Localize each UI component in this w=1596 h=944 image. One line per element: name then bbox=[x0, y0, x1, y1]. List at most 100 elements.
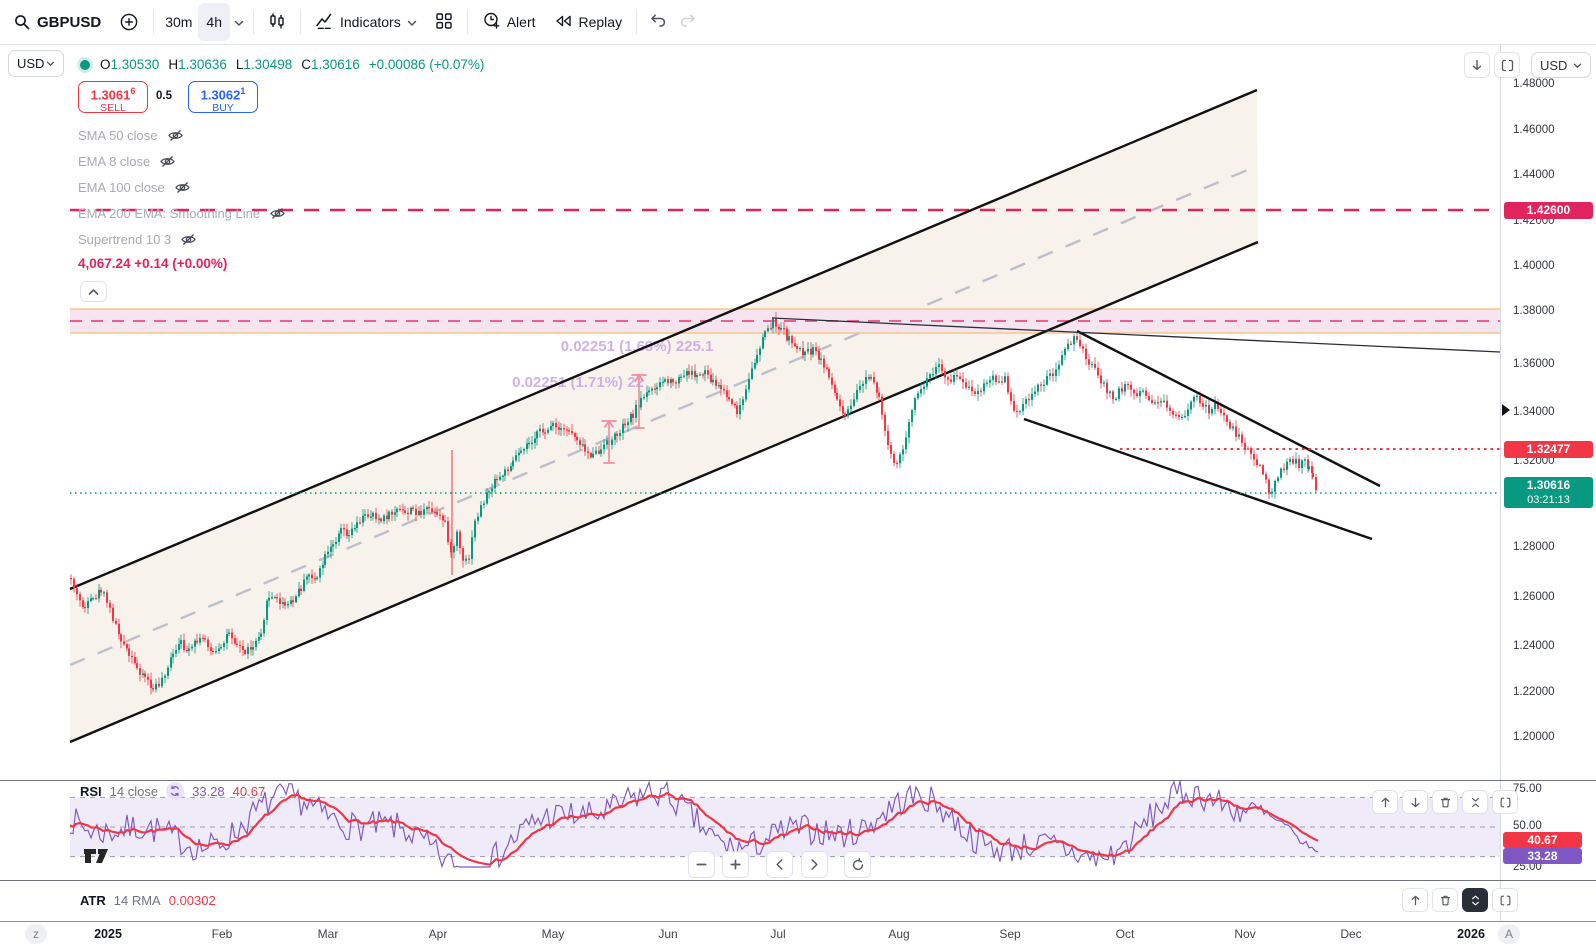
atr-expand-button[interactable] bbox=[1462, 888, 1488, 912]
chevron-right-icon bbox=[811, 859, 818, 870]
time-axis[interactable]: 2025 Feb Mar Apr May Jun Jul Aug Sep Oct Nov Dec 202… bbox=[0, 921, 1596, 944]
scroll-to-recent-button[interactable] bbox=[1464, 52, 1490, 78]
axis-currency-dropdown[interactable]: USD bbox=[1531, 52, 1591, 78]
interval-4h-button[interactable]: 4h bbox=[198, 3, 230, 41]
arrow-up-icon bbox=[1411, 895, 1419, 905]
legend-collapse-button[interactable] bbox=[80, 281, 107, 302]
time-tick: 2025 bbox=[94, 927, 122, 941]
reset-view-button[interactable] bbox=[844, 851, 871, 878]
zoom-in-button[interactable] bbox=[722, 851, 749, 878]
last-price-value: 1.30616 bbox=[1526, 478, 1571, 492]
interval-30m-label: 30m bbox=[165, 14, 193, 30]
symbol-search-button[interactable]: GBPUSD bbox=[4, 6, 110, 38]
legend-item-ema8[interactable]: EMA 8 close bbox=[78, 151, 176, 171]
rsi-maximize-button[interactable] bbox=[1492, 790, 1518, 814]
eye-off-icon[interactable] bbox=[180, 231, 197, 248]
eye-off-icon[interactable] bbox=[167, 127, 184, 144]
eye-off-icon[interactable] bbox=[174, 179, 191, 196]
legend-label: SMA 50 close bbox=[78, 127, 158, 143]
legend-label: EMA 8 close bbox=[78, 153, 151, 169]
grid-layout-icon bbox=[435, 12, 453, 33]
toolbar-separator bbox=[300, 10, 301, 34]
rsi-axis-tick: 75.00 bbox=[1513, 783, 1542, 795]
atr-move-up-button[interactable] bbox=[1402, 888, 1428, 912]
buy-button[interactable]: 1.30621 BUY bbox=[188, 81, 258, 114]
pane-separator[interactable] bbox=[0, 780, 1596, 781]
price-tick: 1.26000 bbox=[1513, 591, 1555, 603]
scroll-right-button[interactable] bbox=[801, 851, 828, 878]
toolbar-separator bbox=[636, 10, 638, 34]
time-tick: Aug bbox=[888, 927, 910, 941]
chevron-down-icon bbox=[234, 14, 244, 30]
zoom-out-button[interactable] bbox=[688, 851, 715, 878]
rsi-axis-tick: 25.00 bbox=[1513, 861, 1542, 873]
open-value: 1.30530 bbox=[110, 57, 160, 72]
expand-icon bbox=[1471, 895, 1479, 905]
legend-item-sma50[interactable]: SMA 50 close bbox=[78, 125, 184, 145]
compare-add-button[interactable] bbox=[110, 6, 148, 38]
interval-4h-label: 4h bbox=[206, 14, 222, 30]
quote-row: O1.30530 H1.30636 L1.30498 C1.30616 +0.0… bbox=[80, 57, 484, 72]
redo-button[interactable] bbox=[673, 6, 704, 38]
maximize-pane-button[interactable] bbox=[1494, 52, 1520, 78]
rsi-axis-tick: 50.00 bbox=[1513, 820, 1542, 832]
legend-item-ema100[interactable]: EMA 100 close bbox=[78, 177, 191, 197]
plus-icon bbox=[730, 859, 741, 870]
auto-scale-button[interactable]: A bbox=[1498, 924, 1520, 944]
price-axis[interactable]: USD 1.48000 1.46000 1.44000 1.42000 1.40000 1… bbox=[1500, 45, 1596, 921]
sell-button[interactable]: 1.30616 SELL bbox=[78, 81, 148, 114]
indicators-button[interactable]: Indicators bbox=[306, 6, 426, 38]
minus-icon bbox=[696, 863, 707, 866]
atr-title: ATR bbox=[80, 893, 106, 908]
alert-clock-icon bbox=[482, 11, 501, 33]
price-chart-svg[interactable]: 0.02251 (1.69%) 225.1 0.02251 (1.71%) 22 bbox=[0, 45, 1500, 780]
layout-grid-button[interactable] bbox=[426, 6, 462, 38]
price-tick: 1.32000 bbox=[1513, 455, 1555, 467]
trash-icon bbox=[1440, 895, 1450, 905]
interval-30m-button[interactable]: 30m bbox=[159, 6, 198, 38]
price-tick: 1.28000 bbox=[1513, 541, 1555, 553]
legend-item-ema200[interactable]: EMA 200 EMA: Smoothing Line bbox=[78, 203, 286, 223]
ema200-price-label: 1.42600 bbox=[1504, 202, 1593, 219]
replay-button[interactable]: Replay bbox=[545, 6, 632, 38]
maximize-icon bbox=[1501, 59, 1513, 71]
timezone-button[interactable]: z bbox=[25, 924, 47, 944]
time-tick: May bbox=[541, 927, 565, 941]
legend-item-supertrend[interactable]: Supertrend 10 3 bbox=[78, 229, 197, 249]
time-tick: Mar bbox=[317, 927, 339, 941]
chevron-down-icon bbox=[1573, 63, 1582, 68]
atr-maximize-button[interactable] bbox=[1492, 888, 1518, 912]
rsi-move-down-button[interactable] bbox=[1402, 790, 1428, 814]
currency-dropdown[interactable]: USD bbox=[8, 50, 64, 77]
atr-legend[interactable]: ATR 14 RMA 0.00302 bbox=[80, 893, 216, 908]
low-value: 1.30498 bbox=[243, 57, 293, 72]
axis-currency-value: USD bbox=[1540, 57, 1568, 73]
currency-value: USD bbox=[17, 56, 45, 71]
price-tick: 1.22000 bbox=[1513, 686, 1555, 698]
rsi-move-up-button[interactable] bbox=[1372, 790, 1398, 814]
rsi-collapse-button[interactable] bbox=[1462, 790, 1488, 814]
time-tick: Jun bbox=[658, 927, 678, 941]
undo-button[interactable] bbox=[642, 6, 673, 38]
scroll-left-button[interactable] bbox=[766, 851, 793, 878]
price-tick: 1.44000 bbox=[1513, 169, 1555, 181]
eye-off-icon[interactable] bbox=[159, 153, 176, 170]
atr-delete-button[interactable] bbox=[1432, 888, 1458, 912]
time-tick: Feb bbox=[211, 927, 233, 941]
price-tick: 1.40000 bbox=[1513, 260, 1555, 272]
rsi-delete-button[interactable] bbox=[1432, 790, 1458, 814]
price-tick: 1.36000 bbox=[1513, 358, 1555, 370]
reset-icon bbox=[852, 857, 863, 870]
pane-separator[interactable] bbox=[0, 880, 1596, 881]
alert-button[interactable]: Alert bbox=[473, 6, 545, 38]
rsi-legend[interactable]: RSI 14 close 33.28 40.67 bbox=[80, 782, 265, 800]
interval-menu-button[interactable] bbox=[230, 6, 248, 38]
chart-style-button[interactable] bbox=[259, 6, 295, 38]
indicator-value-row: 4,067.24 +0.14 (+0.00%) bbox=[78, 256, 228, 271]
legend-label: EMA 100 close bbox=[78, 179, 165, 195]
eye-off-icon[interactable] bbox=[269, 205, 286, 222]
refresh-icon[interactable] bbox=[166, 782, 185, 800]
arrow-down-icon bbox=[1472, 59, 1482, 71]
time-tick: Dec bbox=[1340, 927, 1362, 941]
